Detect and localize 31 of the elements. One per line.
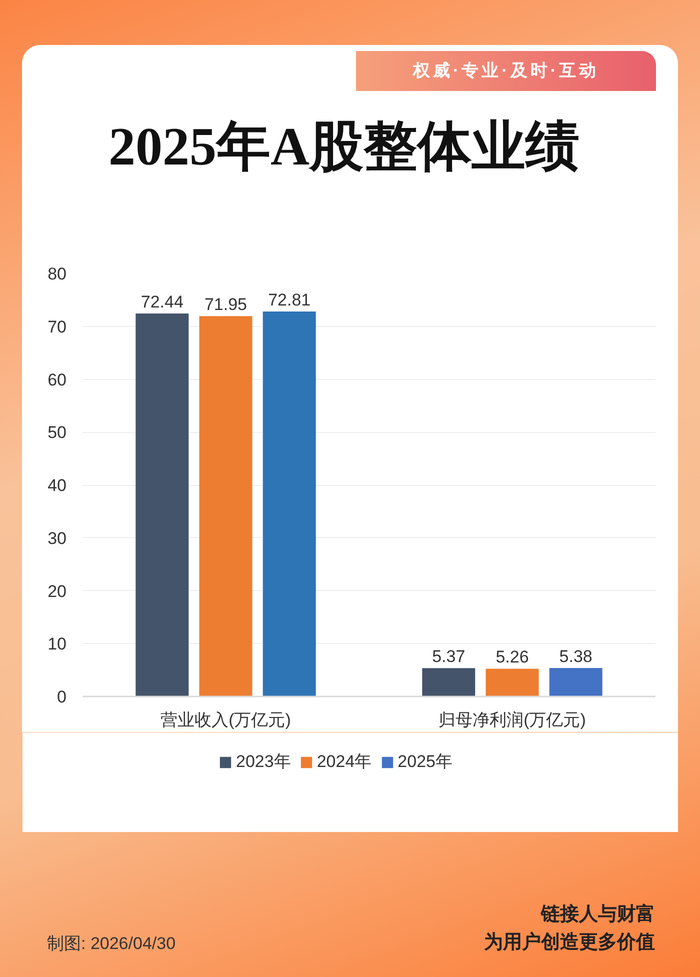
x-tick-label: 归母净利润(万亿元): [438, 710, 586, 730]
text: 链接人与财富: [541, 904, 655, 925]
y-tick-label: 10: [48, 634, 67, 654]
y-tick-label: 80: [48, 264, 67, 284]
text: 为用户创造更多价值: [484, 932, 655, 953]
y-tick-label: 70: [48, 317, 67, 336]
chart-title: 2025年A股整体业绩: [108, 116, 580, 176]
data-label: 5.26: [496, 648, 529, 667]
data-label: 72.44: [140, 292, 184, 312]
bar: [422, 668, 476, 696]
data-label: 5.38: [559, 647, 592, 666]
legend-label: 2025年: [398, 751, 452, 773]
y-tick-label: 20: [48, 582, 67, 601]
y-tick-label: 50: [48, 423, 67, 442]
bar: [262, 312, 316, 696]
y-tick-label: 30: [48, 528, 67, 548]
x-tick-label: 营业收入(万亿元): [160, 710, 291, 730]
bar: [549, 668, 602, 696]
y-tick-label: 60: [48, 370, 67, 390]
data-label: 5.37: [432, 647, 466, 666]
text: 权威·专业·及时·互动: [356, 51, 656, 91]
y-tick-label: 40: [48, 476, 67, 495]
legend-label: 2023年: [236, 751, 291, 773]
bar: [199, 316, 252, 696]
bar: [486, 668, 539, 696]
text: 制图: 2026/04/30: [47, 933, 176, 955]
y-tick-label: 0: [57, 688, 67, 706]
legend-label: 2024年: [316, 751, 372, 773]
data-label: 72.81: [268, 290, 311, 310]
bar: [136, 313, 189, 696]
data-label: 71.95: [204, 295, 248, 314]
